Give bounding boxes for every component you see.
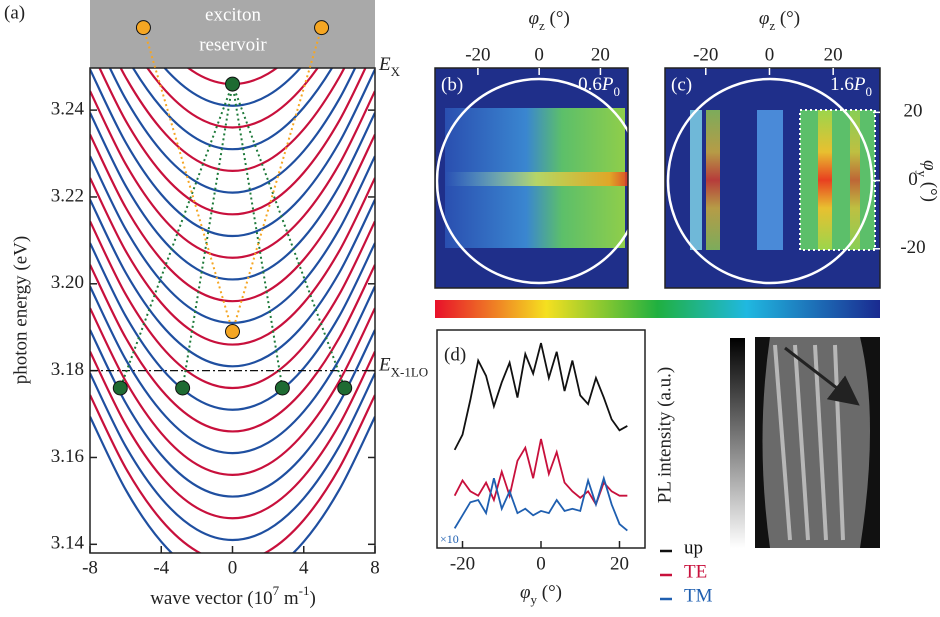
point [315,21,329,35]
y-axis-label-part: (°) [919,177,940,202]
x-axis-label: φz (°) [529,8,570,33]
legend-label: TE [684,561,707,582]
dispersion-curve [90,48,375,215]
dispersion-curve [90,221,375,388]
x-axis-label-part: φ [529,8,540,29]
panel-label: (d) [444,344,466,365]
reservoir-label: exciton [205,4,261,25]
x-axis-label-part: φ [759,8,770,29]
x-axis-label: φz (°) [759,8,800,33]
y-tick-label: 20 [904,101,923,122]
point [136,21,150,35]
y-tick-label: -20 [900,237,925,258]
panel-label: (c) [671,74,692,95]
power-label-part: P [853,74,866,95]
x-tick-label: 20 [824,44,843,65]
annotation: ×10 [440,532,459,546]
x-tick-label: -20 [693,44,718,65]
figure: (a) exciton reservoir 3.14 3.16 3.18 3.20 3.22 3… [0,0,940,617]
profile-line [455,439,628,504]
point [338,381,352,395]
dispersion-curve [90,69,375,236]
power-label-part: 0.6 [578,74,602,95]
x-tick-label: -20 [450,553,475,574]
x-tick-label: 0 [536,553,546,574]
dispersion-curve [90,286,375,453]
dispersion-curve [90,352,375,519]
colorbar [435,300,880,318]
point [226,325,240,339]
dispersion-curve [90,134,375,301]
x-axis-label-part: wave vector (10 [150,588,272,609]
x-tick-label: 4 [299,557,309,578]
x-tick-label: 0 [228,557,238,578]
heatmap-c [665,68,880,288]
x-axis-label-part: (°) [775,8,800,29]
y-axis-label: φy (°) [915,160,940,202]
dispersion-curve [90,395,375,562]
line-label: EX [378,54,401,79]
x-axis-label-part: (°) [537,582,562,603]
x-tick-label: -8 [82,557,98,578]
y-tick-label: 3.20 [51,272,84,293]
camera-image [755,337,880,548]
dispersion-curve [90,178,375,345]
dispersion-curve [90,156,375,323]
y-axis-label: PL intensity (a.u.) [654,367,675,504]
y-tick-label: 3.22 [51,185,84,206]
dispersion-curve [90,113,375,280]
power-label-part: 0 [614,84,621,99]
profile-line [455,478,628,530]
x-tick-label: -4 [153,557,169,578]
y-tick-label: 3.16 [51,446,84,467]
x-axis-label-part: ) [309,588,315,609]
gray-colorbar [730,338,745,548]
y-axis-label: photon energy (eV) [10,236,31,384]
x-tick-label: 20 [610,553,629,574]
x-tick-label: 0 [534,44,544,65]
dispersion-curve [90,200,375,367]
y-tick-label: 3.18 [51,359,84,380]
y-tick-label: 3.14 [51,533,85,554]
x-tick-label: -20 [465,44,490,65]
reservoir-label: reservoir [199,34,267,55]
x-tick-label: 0 [765,44,775,65]
x-axis-label: φy (°) [520,582,562,607]
x-tick-label: 8 [370,557,380,578]
x-axis-label-part: (°) [545,8,570,29]
line-label-part: X-1LO [391,365,429,380]
power-label-part: 1.6 [830,74,854,95]
x-axis-label-part: m [279,588,299,609]
line-label-part: E [378,54,391,75]
dispersion-curve [90,373,375,540]
point [176,381,190,395]
heatmap-b [435,68,641,288]
y-axis-label-part: φ [919,160,940,171]
power-label-part: P [601,74,614,95]
dispersion-curve [90,91,375,258]
x-axis-label-part: -1 [299,583,310,598]
x-axis-label: wave vector (107 m-1) [150,583,316,609]
x-axis-label-part: φ [520,582,531,603]
profile-line [455,343,628,450]
line-label-part: X [391,64,401,79]
dispersion-curve [90,265,375,432]
point [113,381,127,395]
x-tick-label: 20 [591,44,610,65]
power-label-part: 0 [866,84,873,99]
point [275,381,289,395]
panel-label: (a) [4,2,25,23]
point [226,77,240,91]
legend-label: up [684,537,703,558]
line-label-part: E [378,355,391,376]
dispersion-curve [90,330,375,497]
y-tick-label: 3.24 [51,98,85,119]
line-label: EX-1LO [378,355,428,380]
legend-label: TM [684,585,713,606]
panel-label: (b) [441,74,463,95]
